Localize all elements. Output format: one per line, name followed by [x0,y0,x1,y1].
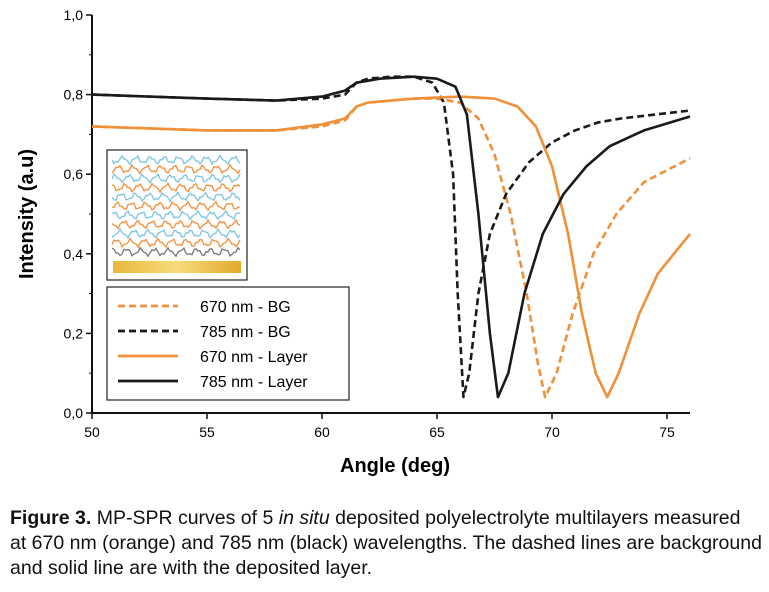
y-tick-label: 0,6 [64,166,84,182]
series-line [91,75,691,399]
x-tick-label: 75 [659,424,675,440]
series-line [91,95,692,399]
caption: Figure 3. MP-SPR curves of 5 in situ dep… [10,506,762,581]
polymer-chain [111,172,241,185]
y-axis-title: Intensity (a.u) [16,149,38,279]
polymer-chain [111,218,241,230]
caption-emphasis: in situ [278,507,330,529]
legend-label: 785 nm - BG [200,324,291,341]
series-line [91,97,691,399]
y-tick-label: 0,4 [64,246,84,262]
gold-substrate [113,261,241,273]
y-tick-label: 0,2 [64,325,84,341]
y-tick-label: 1,0 [64,7,84,23]
polymer-chain [111,237,241,249]
chart: Angle (deg) Intensity (a.u) 0,0 0,2 0,4 0,6… [16,7,692,477]
polymer-chain [111,182,241,194]
caption-text: deposited polyelectrolyte multilayers me… [10,507,762,579]
y-tick-label: 0,0 [64,405,84,421]
y-tick-label: 0,8 [64,87,84,103]
x-tick-label: 70 [544,424,560,440]
x-tick-label: 60 [314,424,330,440]
polymer-chain [111,227,241,240]
polymer-chain [111,200,241,212]
legend-label: 670 nm - BG [200,299,291,316]
caption-text: MP-SPR curves of 5 [91,507,279,529]
polymer-chain [111,246,241,258]
series-line [91,75,691,399]
legend-label: 670 nm - Layer [200,349,308,366]
x-tick-label: 65 [429,424,445,440]
polymer-chain [111,163,241,175]
polymer-chain [111,191,241,203]
x-axis-title: Angle (deg) [340,455,450,477]
inset-schematic [106,149,248,281]
polymer-chain [111,154,241,166]
legend-label: 785 nm - Layer [200,374,308,391]
x-tick-label: 55 [199,424,215,440]
x-tick-label: 50 [84,424,100,440]
polymer-chain [111,209,241,221]
caption-label: Figure 3. [10,507,92,529]
